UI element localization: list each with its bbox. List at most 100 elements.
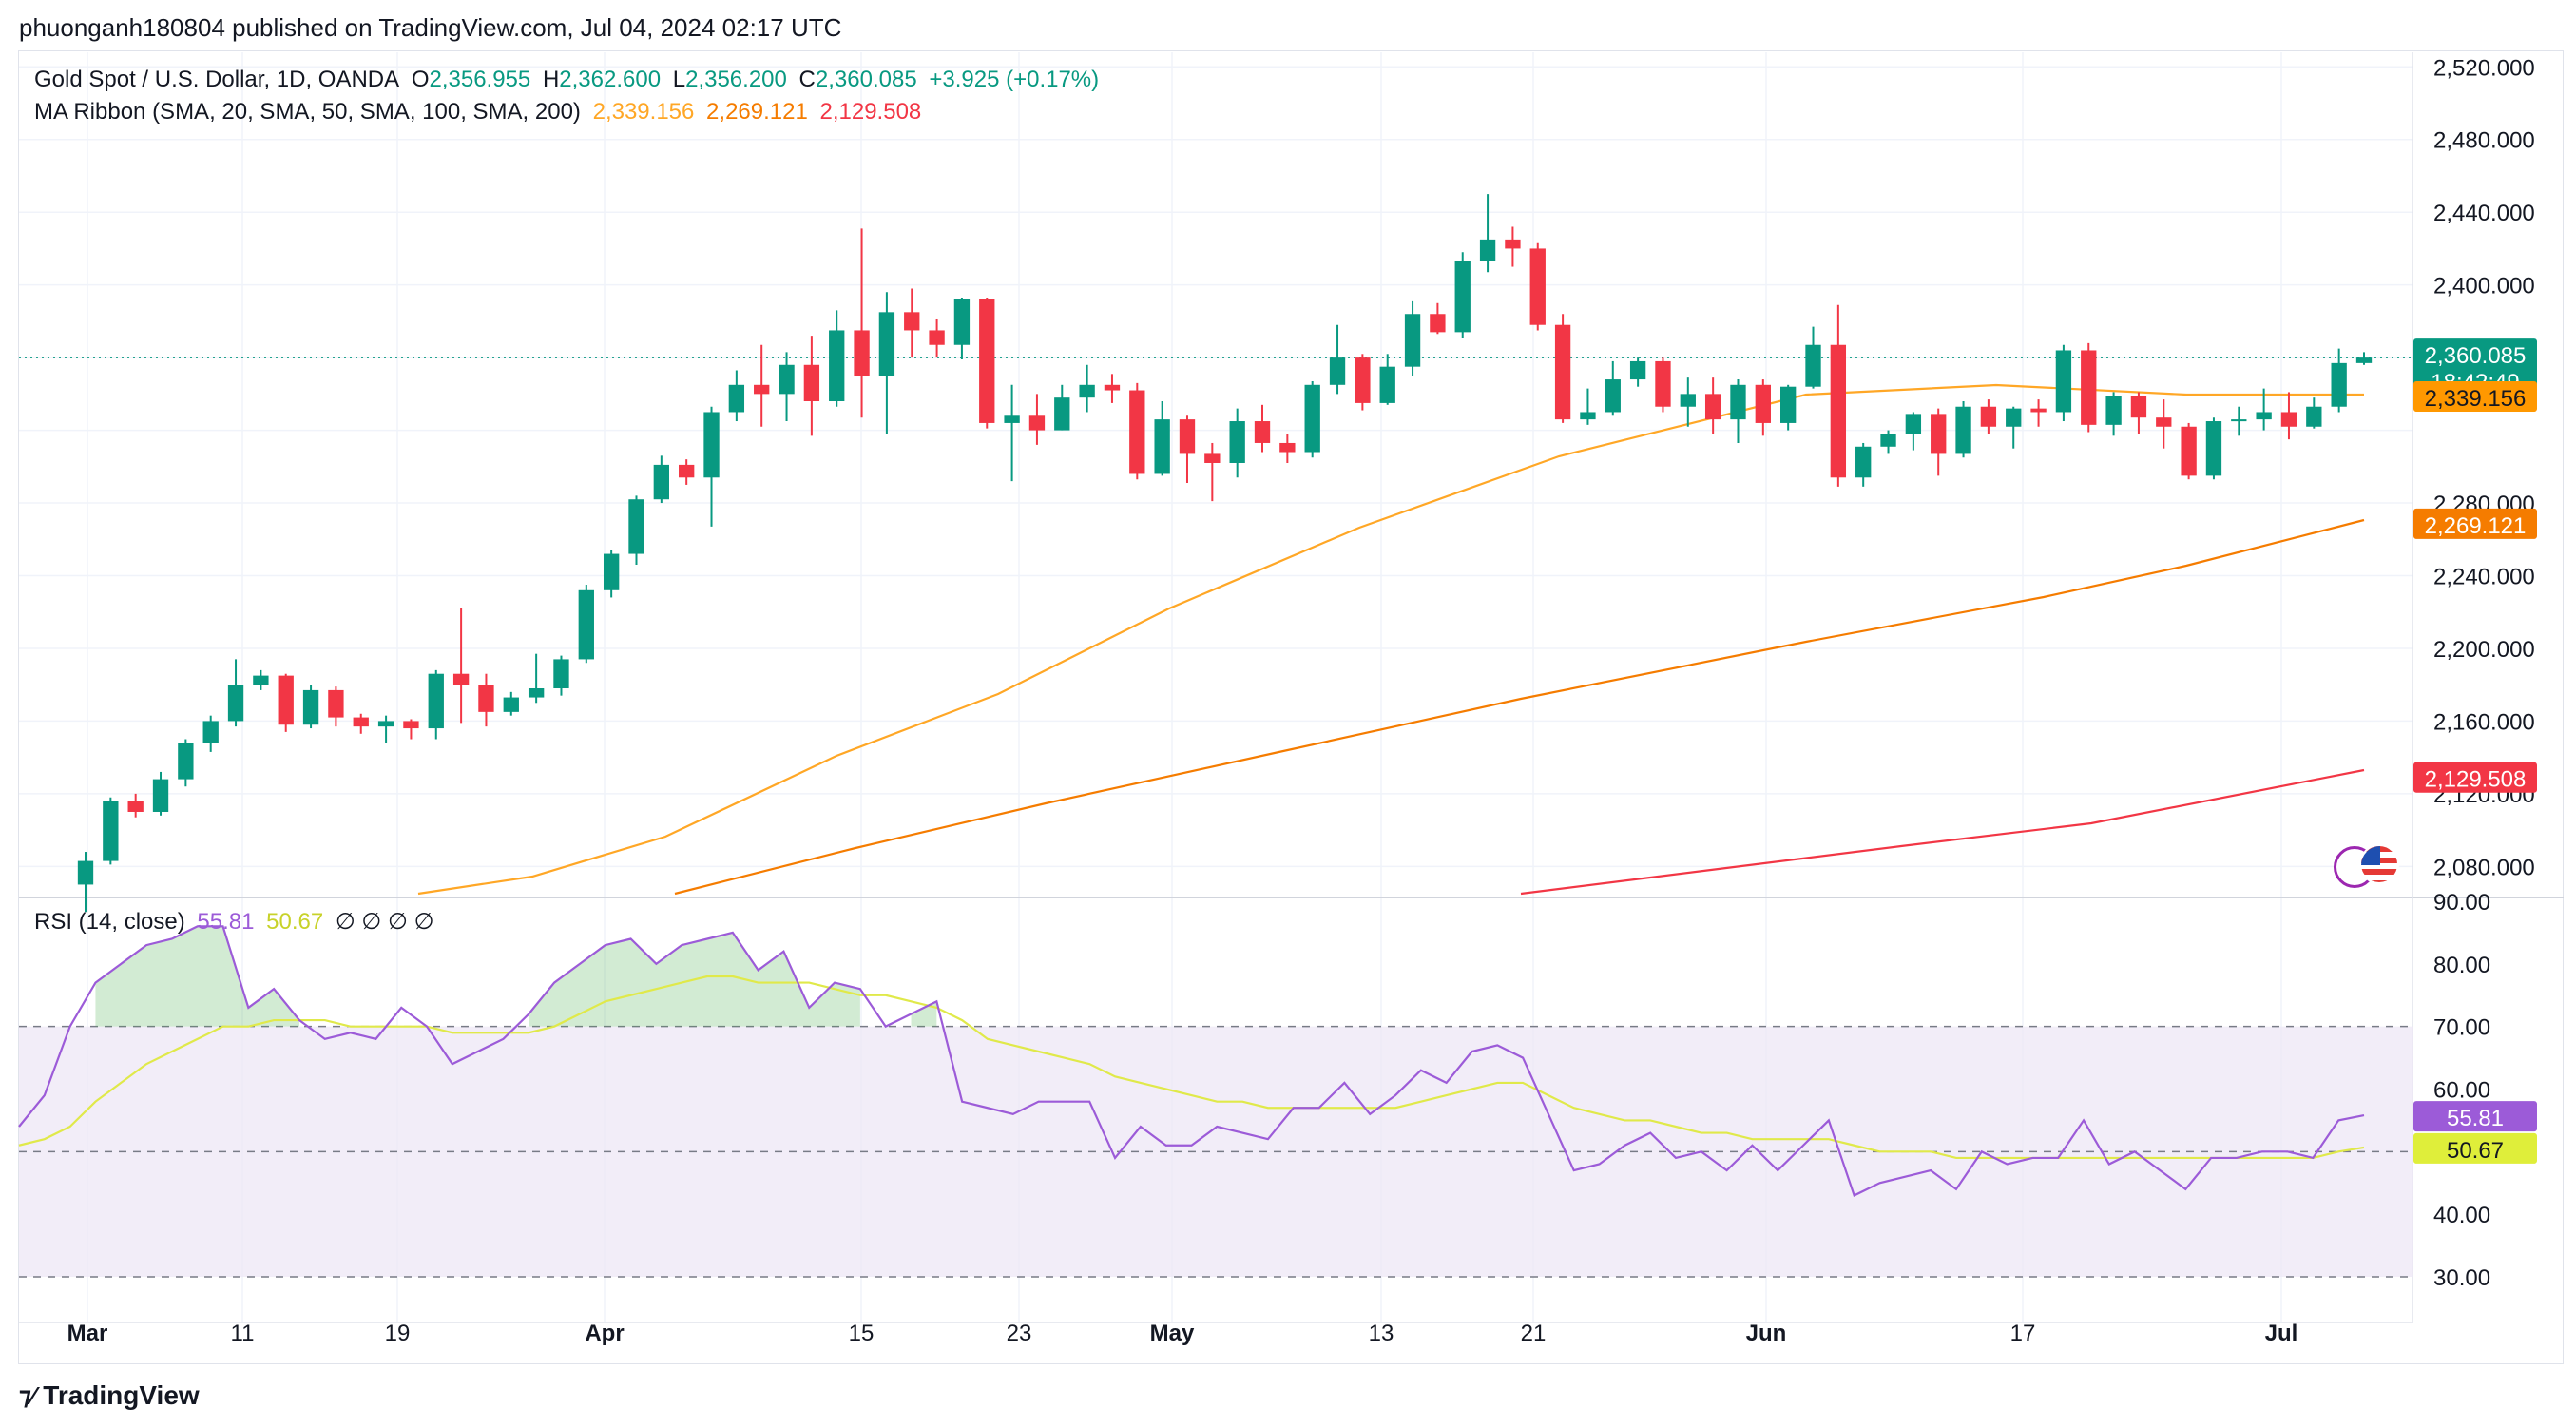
candle-body bbox=[1755, 384, 1771, 423]
candle-body bbox=[428, 673, 444, 729]
price-tick-label: 2,200.000 bbox=[2433, 637, 2535, 663]
candle-body bbox=[2205, 421, 2222, 476]
rsi-tick-label: 40.00 bbox=[2433, 1203, 2490, 1228]
rsi-tick-label: 30.00 bbox=[2433, 1265, 2490, 1291]
candle-body bbox=[904, 312, 920, 331]
candle-body bbox=[2081, 350, 2097, 425]
candle-body bbox=[1129, 390, 1145, 474]
candle-body bbox=[728, 384, 745, 413]
candle-body bbox=[979, 299, 995, 423]
price-tick-label: 2,080.000 bbox=[2433, 855, 2535, 880]
rsi-ma-value-badge bbox=[2413, 1132, 2537, 1164]
candle-body bbox=[478, 685, 494, 712]
candle-body bbox=[1505, 239, 1521, 249]
candle-body bbox=[1379, 366, 1395, 403]
tradingview-brand[interactable]: ⁊⁄ TradingView bbox=[19, 1380, 200, 1411]
candle-body bbox=[178, 743, 194, 780]
candle-body bbox=[1279, 442, 1296, 453]
candle-body bbox=[1329, 357, 1346, 385]
candle-body bbox=[2355, 357, 2373, 363]
candle-body bbox=[1179, 419, 1196, 454]
candle-body bbox=[854, 330, 870, 376]
rsi-ma-value-badge-text: 50.67 bbox=[2447, 1138, 2504, 1164]
candle-body bbox=[1430, 314, 1446, 333]
ma-ribbon-legend[interactable]: MA Ribbon (SMA, 20, SMA, 50, SMA, 100, S… bbox=[34, 99, 927, 125]
candle-body bbox=[679, 464, 695, 478]
ma20-price-badge-text: 2,339.156 bbox=[2425, 386, 2527, 412]
candle-body bbox=[1554, 324, 1571, 420]
candle-body bbox=[929, 330, 945, 345]
publisher-line: phuonganh180804 published on TradingView… bbox=[19, 13, 842, 42]
candle-body bbox=[829, 330, 845, 401]
rsi-legend[interactable]: RSI (14, close) 55.81 50.67 ∅ ∅ ∅ ∅ bbox=[34, 908, 440, 936]
candle-body bbox=[1254, 421, 1271, 443]
price-tick-label: 2,160.000 bbox=[2433, 709, 2535, 735]
time-tick-label: 13 bbox=[1369, 1321, 1394, 1346]
last-price-badge-text: 2,360.085 bbox=[2425, 343, 2527, 369]
change-value: +3.925 (+0.17%) bbox=[929, 67, 1100, 92]
rsi-ma-line bbox=[18, 975, 2365, 1160]
candle-body bbox=[1730, 384, 1746, 420]
candle-body bbox=[2105, 396, 2122, 425]
candle-body bbox=[653, 464, 670, 500]
candle-body bbox=[202, 721, 219, 743]
rsi-tick-label: 70.00 bbox=[2433, 1015, 2490, 1041]
candle-body bbox=[1204, 453, 1221, 463]
us-flag-icon[interactable] bbox=[2359, 844, 2399, 884]
price-tick-label: 2,240.000 bbox=[2433, 564, 2535, 589]
time-tick-label: 17 bbox=[2010, 1321, 2036, 1346]
candle-body bbox=[528, 688, 545, 698]
candle-body bbox=[953, 299, 971, 345]
rsi-value: 55.81 bbox=[197, 909, 255, 935]
rsi-tick-label: 60.00 bbox=[2433, 1078, 2490, 1104]
candle-body bbox=[628, 499, 644, 554]
rsi-overbought-fill bbox=[911, 1001, 937, 1027]
candle-body bbox=[2055, 350, 2072, 413]
high-value: 2,362.600 bbox=[559, 67, 662, 92]
ma50-price-badge-text: 2,269.121 bbox=[2425, 513, 2527, 539]
chart-frame bbox=[18, 50, 2564, 1364]
candle-body bbox=[1479, 239, 1496, 261]
rsi-tick-label: 80.00 bbox=[2433, 953, 2490, 978]
candle-body bbox=[803, 364, 820, 401]
candle-body bbox=[1004, 415, 1020, 423]
rsi-value-badge bbox=[2413, 1101, 2537, 1132]
candle-body bbox=[1454, 261, 1471, 333]
candle-body bbox=[779, 364, 795, 395]
candle-body bbox=[2331, 362, 2347, 407]
rsi-title: RSI (14, close) bbox=[34, 909, 185, 935]
candle-body bbox=[1404, 314, 1421, 367]
rsi-line bbox=[18, 925, 2365, 1197]
candle-body bbox=[253, 675, 269, 685]
time-tick-label: 11 bbox=[231, 1321, 255, 1346]
time-tick-label: 23 bbox=[1007, 1321, 1032, 1346]
candle-body bbox=[302, 689, 319, 725]
candle-body bbox=[1580, 412, 1596, 420]
ma20-price-badge bbox=[2413, 380, 2537, 412]
time-tick-label: Apr bbox=[585, 1321, 624, 1346]
candle-body bbox=[1104, 384, 1121, 391]
candle-body bbox=[2130, 396, 2147, 418]
open-value: 2,356.955 bbox=[429, 67, 531, 92]
candle-body bbox=[1028, 415, 1046, 431]
candle-body bbox=[1054, 397, 1070, 431]
rsi-band-background bbox=[19, 1026, 2413, 1277]
time-tick-label: 21 bbox=[1521, 1321, 1547, 1346]
candle-body bbox=[703, 412, 720, 478]
ma100-price-badge bbox=[2413, 762, 2537, 793]
symbol-legend[interactable]: Gold Spot / U.S. Dollar, 1D, OANDA O2,35… bbox=[34, 67, 1105, 93]
candle-body bbox=[1529, 248, 1546, 325]
candle-body bbox=[2181, 426, 2197, 476]
candle-body bbox=[353, 717, 369, 727]
candle-body bbox=[1355, 357, 1371, 403]
rsi-overbought-fill bbox=[95, 926, 299, 1027]
candle-body bbox=[1154, 419, 1170, 474]
rsi-ma-value: 50.67 bbox=[266, 909, 324, 935]
candle-body bbox=[1704, 394, 1721, 420]
candle-body bbox=[377, 721, 394, 727]
candle-body bbox=[1830, 344, 1847, 478]
low-value: 2,356.200 bbox=[685, 67, 787, 92]
symbol-name: Gold Spot / U.S. Dollar, 1D, OANDA bbox=[34, 67, 400, 92]
candle-body bbox=[1880, 434, 1896, 447]
